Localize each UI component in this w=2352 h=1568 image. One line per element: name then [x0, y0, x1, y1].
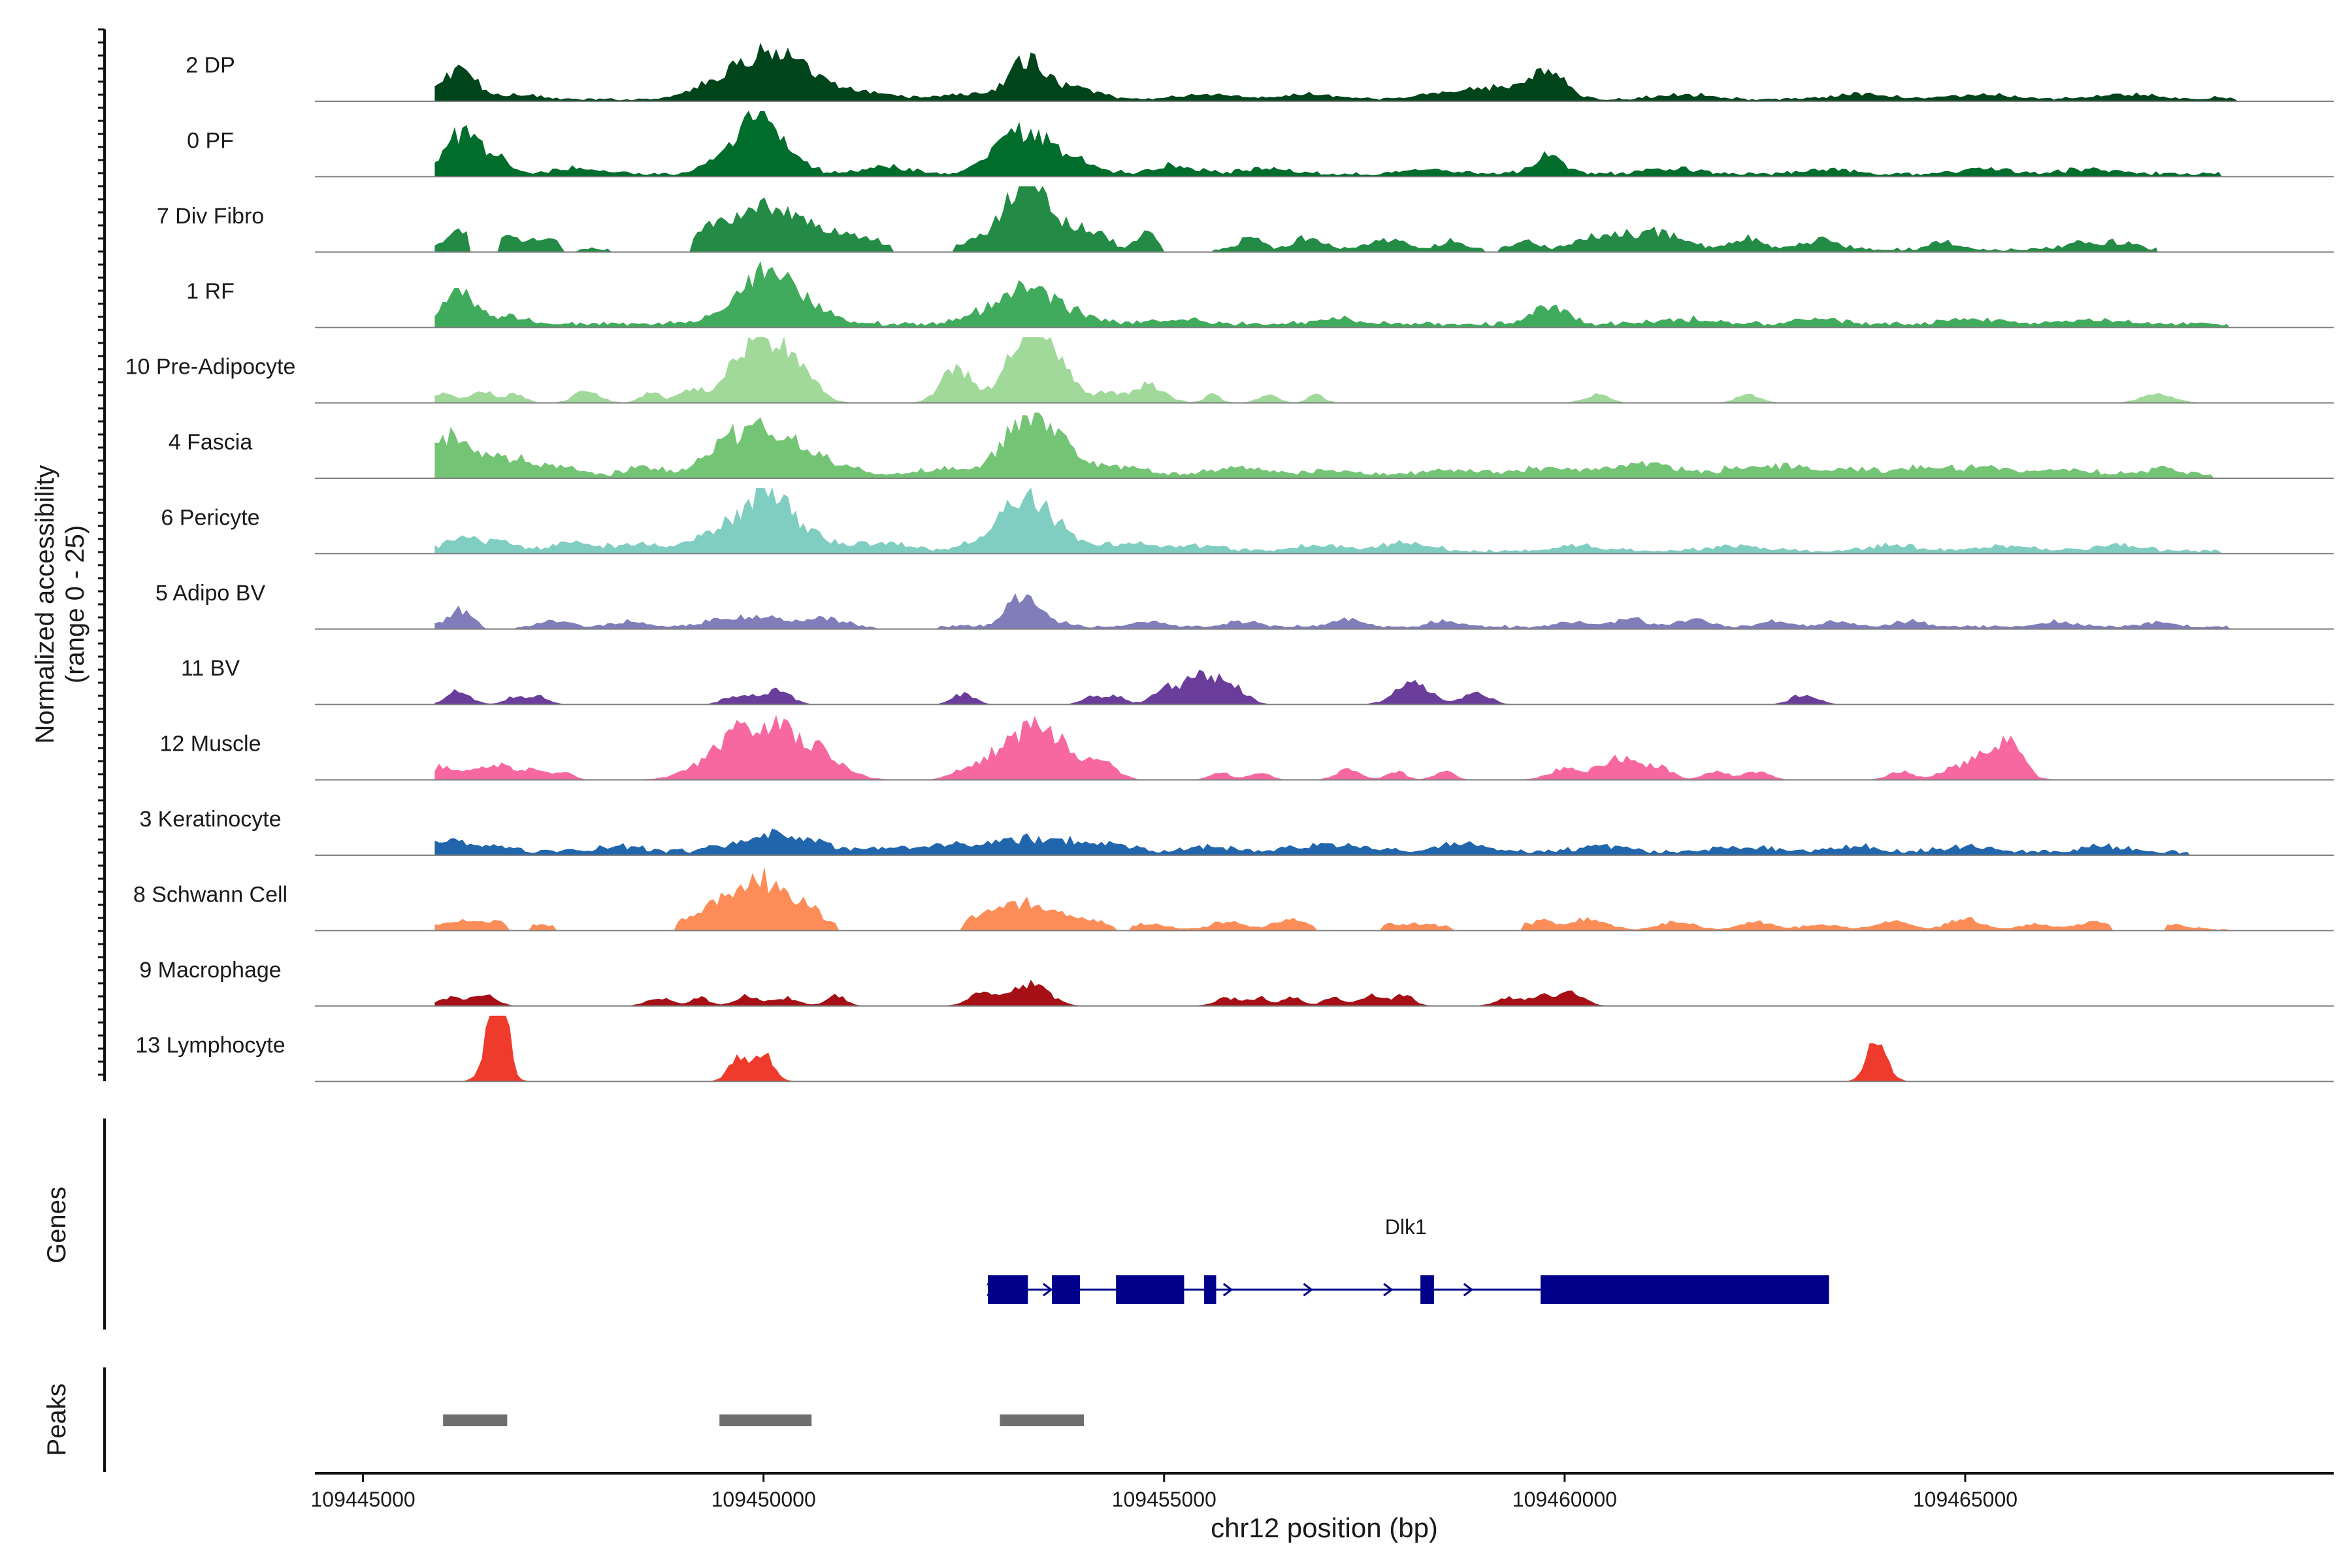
- y-axis-range-label: (range 0 - 25): [61, 525, 90, 683]
- x-tick-label: 109465000: [1913, 1488, 2017, 1511]
- peak-region: [1000, 1414, 1085, 1426]
- x-tick-label: 109455000: [1112, 1488, 1217, 1511]
- coverage-area: [434, 593, 2230, 630]
- track-label: 5 Adipo BV: [155, 581, 266, 606]
- track-7: 5 Adipo BV: [155, 581, 2334, 630]
- coverage-area: [434, 669, 2230, 705]
- strand-arrow: [1303, 1282, 1313, 1297]
- strand-arrow: [1383, 1282, 1394, 1297]
- track-label: 13 Lymphocyte: [135, 1033, 285, 1058]
- track-1: 0 PF: [187, 110, 2334, 178]
- strand-arrow: [1043, 1282, 1053, 1297]
- track-label: 2 DP: [186, 53, 235, 78]
- track-label: 4 Fascia: [169, 430, 253, 455]
- strand-arrow: [1222, 1282, 1233, 1297]
- track-3: 1 RF: [186, 261, 2334, 329]
- coverage-area: [434, 828, 2191, 856]
- track-label: 11 BV: [181, 656, 240, 681]
- gene-models: Dlk1: [987, 1215, 1829, 1304]
- gene-exon: [1204, 1275, 1217, 1304]
- track-label: 10 Pre-Adipocyte: [125, 355, 296, 380]
- coverage-area: [434, 186, 2158, 253]
- track-9: 12 Muscle: [160, 715, 2334, 781]
- peak-region: [719, 1414, 812, 1426]
- track-0: 2 DP: [186, 42, 2334, 102]
- track-label: 3 Keratinocyte: [139, 807, 281, 832]
- coverage-area: [434, 42, 2239, 102]
- coverage-y-axis: [98, 28, 106, 1081]
- track-6: 6 Pericyte: [161, 487, 2334, 555]
- track-11: 8 Schwann Cell: [133, 868, 2334, 932]
- track-13: 13 Lymphocyte: [135, 1015, 2334, 1083]
- track-label: 12 Muscle: [160, 732, 261, 757]
- track-label: 1 RF: [186, 279, 235, 304]
- track-label: 7 Div Fibro: [157, 204, 264, 229]
- coverage-tracks: 2 DP 0 PF 7 Div Fibro 1 RF 10 Pre-Adipocyte 4…: [125, 42, 2334, 1083]
- strand-arrow: [987, 1282, 997, 1297]
- gene-exon: [1420, 1275, 1434, 1304]
- track-label: 8 Schwann Cell: [133, 882, 287, 907]
- track-5: 4 Fascia: [169, 412, 2334, 479]
- y-axis-label: Normalized accessibility: [31, 465, 59, 744]
- coverage-area: [434, 979, 2230, 1007]
- coverage-area: [434, 1015, 2230, 1082]
- track-4: 10 Pre-Adipocyte: [125, 336, 2334, 404]
- gene-exon: [1541, 1275, 1829, 1304]
- x-tick-label: 109460000: [1512, 1488, 1617, 1511]
- coverage-area: [434, 715, 2230, 781]
- x-tick-label: 109450000: [711, 1488, 816, 1511]
- peak-region: [443, 1414, 508, 1426]
- gene-exon: [1116, 1275, 1184, 1304]
- gene-dlk1: Dlk1: [987, 1215, 1829, 1304]
- peaks-panel-label: Peaks: [42, 1383, 71, 1456]
- coverage-area: [434, 336, 2198, 404]
- coverage-area: [434, 868, 2230, 931]
- genes-panel-label: Genes: [42, 1186, 71, 1264]
- track-label: 9 Macrophage: [139, 958, 281, 983]
- track-2: 7 Div Fibro: [157, 186, 2334, 253]
- gene-exon: [1052, 1275, 1081, 1304]
- track-label: 0 PF: [187, 128, 234, 153]
- x-axis-ticks: 109445000 109450000 109455000 109460000 1094…: [310, 1473, 2017, 1511]
- coverage-area: [434, 261, 2230, 328]
- x-axis-title: chr12 position (bp): [1211, 1512, 1438, 1543]
- track-10: 3 Keratinocyte: [139, 807, 2334, 856]
- coverage-area: [434, 487, 2223, 554]
- gene-label: Dlk1: [1385, 1215, 1427, 1239]
- track-label: 6 Pericyte: [161, 505, 259, 530]
- coverage-area: [434, 110, 2223, 177]
- track-8: 11 BV: [181, 656, 2334, 706]
- x-tick-label: 109445000: [310, 1488, 415, 1511]
- strand-arrow: [1463, 1282, 1474, 1297]
- peak-regions: [443, 1414, 1085, 1426]
- track-12: 9 Macrophage: [139, 958, 2334, 1007]
- coverage-area: [434, 412, 2215, 479]
